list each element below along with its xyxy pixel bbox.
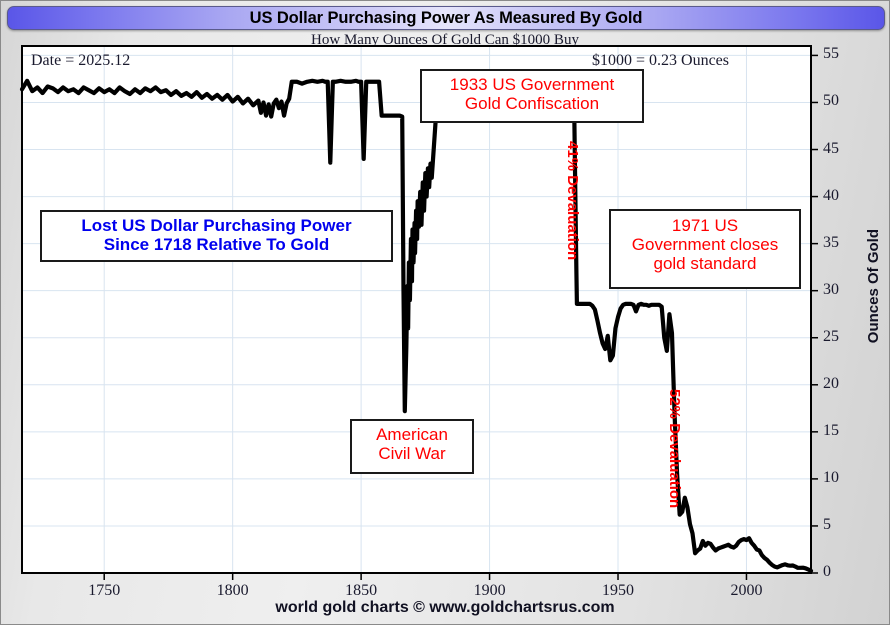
- y-tick-label: 0: [823, 563, 831, 580]
- data-series: [19, 78, 814, 573]
- x-tick-label: 1800: [216, 582, 249, 599]
- annotation-52-percent-devaluation: 52% Devaluation: [666, 389, 683, 509]
- x-tick-label: 1900: [473, 582, 506, 599]
- x-tick-label: 1950: [602, 582, 634, 599]
- current-value-label: $1000 = 0.23 Ounces: [592, 52, 730, 69]
- chart-footer-credit: world gold charts © www.goldchartsrus.co…: [275, 599, 615, 616]
- plot-frame: [21, 45, 812, 574]
- date-label: Date = 2025.12: [31, 52, 131, 69]
- y-tick-label: 50: [823, 92, 839, 110]
- chart-subtitle: How Many Ounces Of Gold Can $1000 Buy: [311, 32, 579, 48]
- annotation-lost-purchasing-power: Lost US Dollar Purchasing Power Since 171…: [40, 210, 393, 262]
- y-tick-label: 55: [823, 45, 839, 63]
- y-tick-label: 30: [823, 280, 839, 298]
- page-title: US Dollar Purchasing Power As Measured B…: [249, 9, 643, 27]
- annotation-american-civil-war: American Civil War: [350, 419, 474, 474]
- y-tick-label: 35: [823, 233, 839, 251]
- x-tick-label: 1850: [345, 582, 378, 599]
- y-tick-label: 10: [823, 468, 839, 486]
- y-tick-label: 20: [823, 374, 839, 392]
- x-tick-label: 2000: [730, 582, 763, 599]
- y-tick-label: 40: [823, 186, 839, 204]
- x-tick-label: 1750: [88, 582, 121, 599]
- y-tick-label: 25: [823, 327, 839, 345]
- axis-ticks: [103, 54, 818, 580]
- window-titlebar: US Dollar Purchasing Power As Measured B…: [7, 6, 885, 30]
- y-tick-label: 15: [823, 421, 839, 439]
- y-axis-title: Ounces Of Gold: [865, 229, 882, 344]
- grid-lines: [22, 46, 811, 573]
- annotation-1971-gold-standard: 1971 US Government closes gold standard: [609, 209, 801, 289]
- y-tick-label: 5: [823, 515, 831, 533]
- annotation-1933-gold-confiscation: 1933 US Government Gold Confiscation: [420, 69, 644, 123]
- annotation-41-percent-devaluation: 41% Devaluation: [564, 141, 581, 261]
- y-tick-label: 45: [823, 139, 839, 157]
